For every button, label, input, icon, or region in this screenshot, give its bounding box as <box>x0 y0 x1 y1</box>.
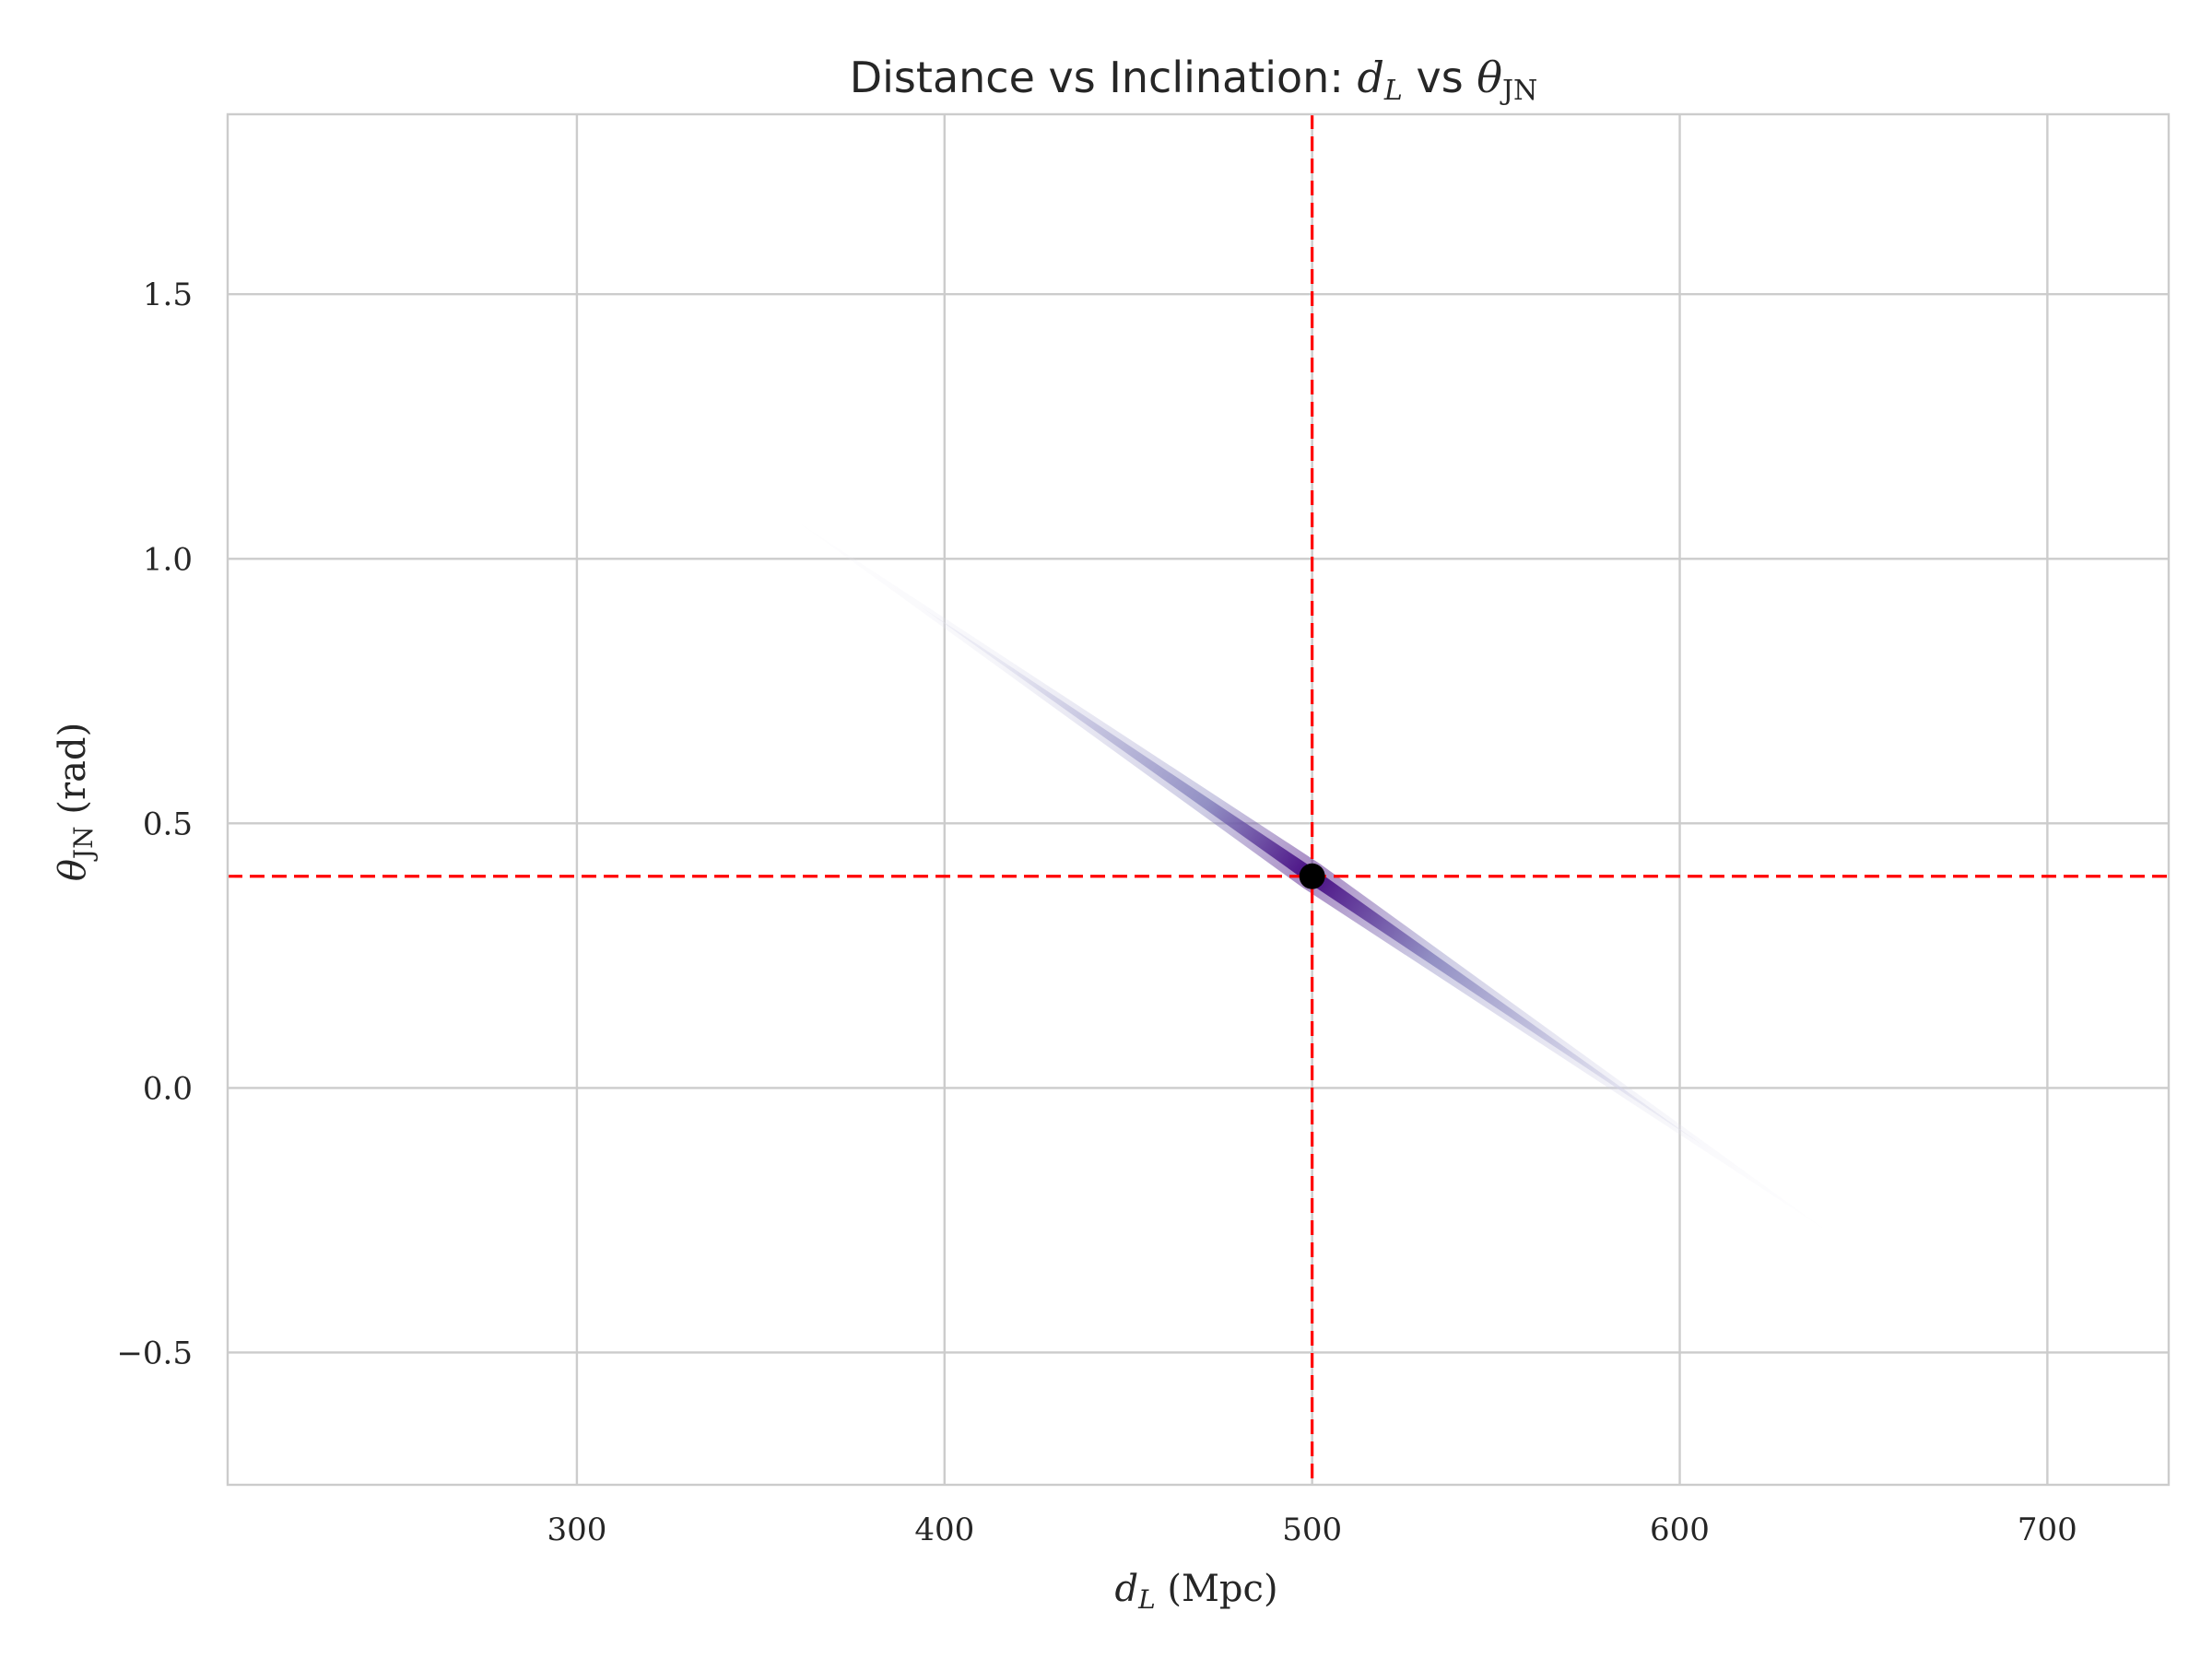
x-axis-unit: (Mpc) <box>1156 1568 1278 1610</box>
x-tick-label: 500 <box>1282 1512 1342 1548</box>
y-tick-labels: −0.5 0.0 0.5 1.0 1.5 <box>116 276 193 1371</box>
y-tick-label: 0.5 <box>143 806 193 842</box>
y-tick-label: 1.5 <box>143 276 193 313</box>
x-tick-label: 400 <box>914 1512 974 1548</box>
title-y-symbol: θ <box>1477 53 1502 102</box>
y-gridlines <box>228 293 2169 1354</box>
title-x-symbol: d <box>1357 53 1383 102</box>
title-joiner: vs <box>1403 53 1477 102</box>
x-tick-label: 700 <box>2018 1512 2077 1548</box>
y-axis-symbol: θ <box>52 859 94 881</box>
y-tick-label: 0.0 <box>143 1070 193 1107</box>
y-tick-label: −0.5 <box>116 1335 193 1371</box>
x-tick-label: 300 <box>547 1512 606 1548</box>
y-tick-label: 1.0 <box>143 541 193 578</box>
x-tick-labels: 300 400 500 600 700 <box>547 1512 2077 1548</box>
injection-marker <box>1299 863 1325 889</box>
y-axis-label: θJN (rad) <box>52 723 99 881</box>
x-axis-label: dL (Mpc) <box>1114 1568 1277 1615</box>
chart-title: Distance vs Inclination: dL vs θJN <box>850 53 1538 107</box>
y-axis-subscript: JN <box>68 826 99 862</box>
x-tick-label: 600 <box>1650 1512 1710 1548</box>
x-axis-subscript: L <box>1137 1584 1156 1615</box>
x-axis-symbol: d <box>1114 1568 1138 1610</box>
title-prefix: Distance vs Inclination: <box>850 53 1358 102</box>
plot-frame <box>226 112 2171 1487</box>
title-x-subscript: L <box>1383 75 1403 107</box>
y-axis-unit: (rad) <box>52 723 94 827</box>
title-y-subscript: JN <box>1500 75 1537 107</box>
